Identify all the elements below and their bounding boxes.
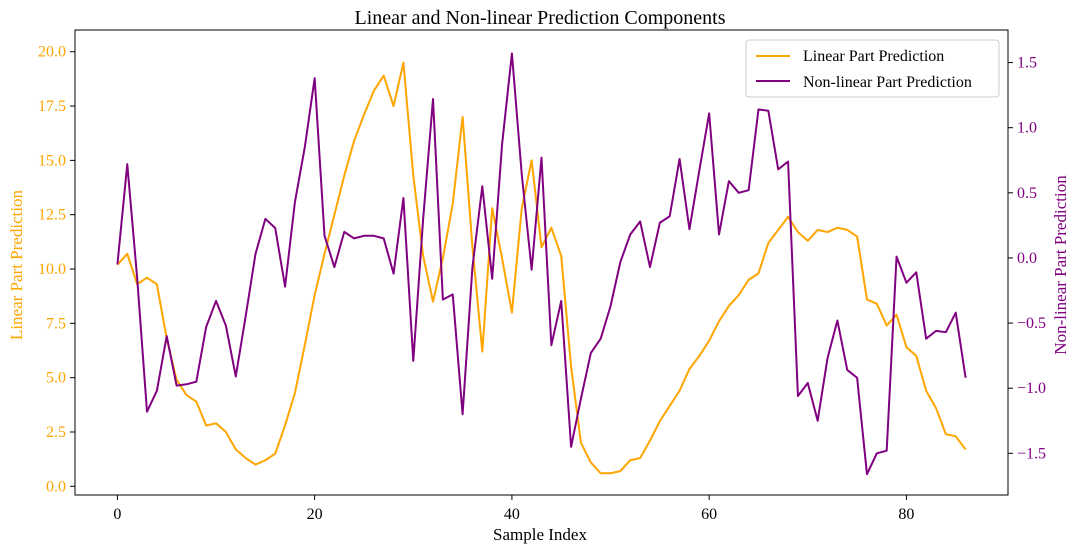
plot-area: [74, 29, 1009, 496]
series-line-linear: [116, 61, 967, 475]
y-left-tick-label: 17.5: [38, 98, 66, 115]
y-right-tick-label: 0.5: [1017, 185, 1037, 202]
x-tick-label: 80: [898, 506, 914, 523]
series-line-nonlinear: [116, 52, 967, 476]
y-axis-left: 0.0 2.5 5.0 7.5 10.0 12.5 15.0 17.5 20.0: [38, 44, 75, 495]
y-axis-right-label: Non-linear Part Prediction: [1051, 175, 1070, 355]
x-tick-label: 20: [307, 506, 323, 523]
y-left-tick-label: 2.5: [46, 424, 66, 441]
x-tick-label: 40: [504, 506, 520, 523]
y-right-tick-label: 1.0: [1017, 120, 1037, 137]
legend: Linear Part Prediction Non-linear Part P…: [745, 39, 1000, 98]
y-left-tick-label: 7.5: [46, 315, 66, 332]
y-left-tick-label: 5.0: [46, 370, 66, 387]
y-left-tick-label: 15.0: [38, 152, 66, 169]
y-axis-right: −1.5 −1.0 −0.5 0.0 0.5 1.0 1.5: [1008, 55, 1046, 462]
y-right-tick-label: 0.0: [1017, 250, 1037, 267]
legend-label-linear: Linear Part Prediction: [803, 48, 944, 65]
plot-frame: [74, 29, 1009, 496]
x-tick-label: 60: [701, 506, 717, 523]
x-axis-label: Sample Index: [493, 525, 587, 544]
y-right-tick-label: 1.5: [1017, 55, 1037, 72]
y-left-tick-label: 20.0: [38, 44, 66, 61]
y-axis-left-label: Linear Part Prediction: [7, 189, 26, 340]
y-right-tick-label: −1.0: [1017, 380, 1046, 397]
legend-box: [745, 39, 1000, 98]
y-left-tick-label: 12.5: [38, 207, 66, 224]
y-left-tick-label: 0.0: [46, 478, 66, 495]
y-right-tick-label: −1.5: [1017, 445, 1046, 462]
x-tick-label: 0: [113, 506, 121, 523]
legend-label-nonlinear: Non-linear Part Prediction: [803, 74, 972, 91]
y-left-tick-label: 10.0: [38, 261, 66, 278]
y-right-tick-label: −0.5: [1017, 315, 1046, 332]
x-axis: 0 20 40 60 80: [113, 495, 914, 523]
series-layer: [116, 52, 967, 476]
chart-title: Linear and Non-linear Prediction Compone…: [354, 7, 725, 29]
